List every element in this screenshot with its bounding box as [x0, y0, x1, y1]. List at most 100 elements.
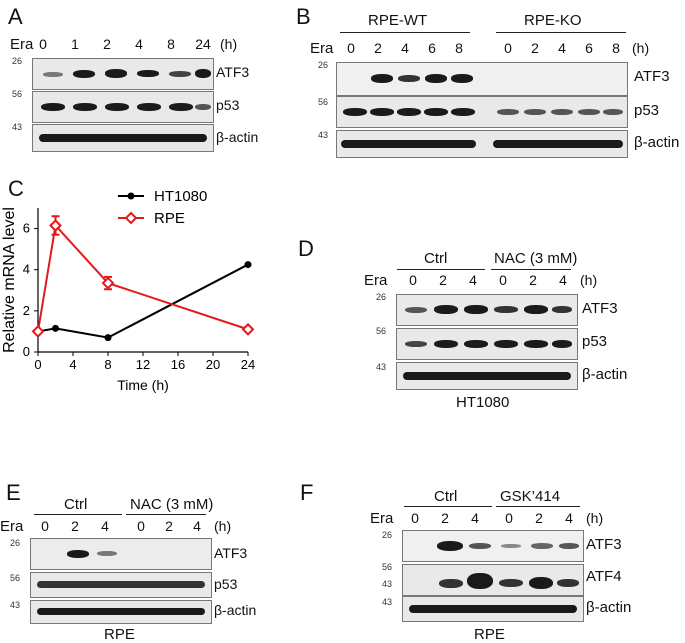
- legend-label: HT1080: [154, 190, 207, 205]
- data-point-RPE: [31, 325, 45, 338]
- lane-label: 4: [193, 518, 201, 534]
- lane-label: 8: [167, 36, 175, 52]
- lane-label: 1: [71, 36, 79, 52]
- mw-marker: 43: [382, 597, 393, 607]
- data-point-HT1080: [244, 261, 252, 269]
- lane-label: 0: [39, 36, 47, 52]
- cell-line-caption: RPE: [104, 626, 135, 643]
- blot-atf3: [32, 58, 214, 90]
- group-label: Ctrl: [424, 250, 448, 267]
- treatment-label: Era: [0, 518, 24, 535]
- lane-label: 4: [558, 40, 566, 56]
- y-tick-label: 6: [23, 221, 30, 236]
- mw-marker: 26: [10, 538, 21, 548]
- time-unit: (h): [220, 36, 238, 52]
- mw-marker: 26: [12, 56, 23, 66]
- mw-marker: 56: [12, 89, 23, 99]
- lane-label: 2: [439, 272, 447, 288]
- row-label: ATF3: [582, 300, 618, 317]
- legend-marker: [127, 192, 135, 200]
- lane-label: 2: [165, 518, 173, 534]
- row-label: ATF4: [586, 568, 622, 585]
- legend-marker: [124, 211, 138, 225]
- x-tick-label: 12: [136, 357, 150, 372]
- row-label: p53: [582, 333, 608, 350]
- group-label: RPE-KO: [524, 12, 582, 29]
- mw-marker: 43: [376, 362, 387, 372]
- row-label: p53: [634, 102, 660, 119]
- x-tick-label: 20: [206, 357, 220, 372]
- blot-p53: [336, 96, 628, 128]
- lane-label: 4: [559, 272, 567, 288]
- mw-marker: 26: [382, 530, 393, 540]
- blot-atf3: [402, 530, 584, 562]
- x-tick-label: 24: [241, 357, 255, 372]
- lane-label: 24: [195, 36, 211, 52]
- blot-p53: [30, 572, 212, 598]
- treatment-label: Era: [370, 510, 394, 527]
- x-tick-label: 16: [171, 357, 185, 372]
- mw-marker: 56: [10, 573, 21, 583]
- blot-actin: [396, 362, 578, 390]
- blot-actin: [336, 130, 628, 158]
- lane-label: 0: [504, 40, 512, 56]
- blot-p53: [32, 91, 214, 123]
- blot-actin: [402, 596, 584, 622]
- lane-label: 8: [455, 40, 463, 56]
- lane-label: 0: [41, 518, 49, 534]
- lane-label: 8: [612, 40, 620, 56]
- series-line-HT1080: [37, 263, 249, 339]
- x-axis-label: Time (h): [117, 377, 169, 393]
- treatment-label: Era: [10, 36, 34, 53]
- y-axis-label: Relative mRNA level: [1, 207, 18, 353]
- panel-letter-b: B: [296, 4, 311, 29]
- lane-label: 0: [409, 272, 417, 288]
- row-label: ATF3: [216, 64, 250, 80]
- lane-label: 4: [471, 510, 479, 526]
- group-label: Ctrl: [64, 496, 88, 513]
- lane-label: 4: [135, 36, 143, 52]
- y-tick-label: 2: [23, 303, 30, 318]
- mw-marker: 43: [318, 130, 329, 140]
- lane-label: 2: [529, 272, 537, 288]
- treatment-label: Era: [364, 272, 388, 289]
- row-label: ATF3: [634, 68, 670, 85]
- lane-label: 4: [401, 40, 409, 56]
- lane-label: 2: [531, 40, 539, 56]
- lane-label: 4: [469, 272, 477, 288]
- row-label: β-actin: [216, 129, 259, 145]
- group-label: GSK’414: [500, 488, 561, 505]
- lane-label: 6: [585, 40, 593, 56]
- row-label: β-actin: [214, 602, 257, 618]
- data-point-RPE: [241, 322, 255, 336]
- panel-letter-a: A: [8, 4, 23, 29]
- mw-marker: 43: [10, 600, 21, 610]
- group-label: NAC (3 mM): [130, 496, 214, 513]
- lane-label: 0: [137, 518, 145, 534]
- mw-marker: 56: [382, 562, 393, 572]
- blot-p53: [396, 328, 578, 360]
- row-label: β-actin: [634, 134, 680, 151]
- x-tick-label: 4: [69, 357, 76, 372]
- series-line-RPE: [37, 223, 249, 332]
- lane-label: 4: [101, 518, 109, 534]
- x-tick-label: 0: [34, 357, 41, 372]
- row-label: β-actin: [586, 599, 632, 616]
- cell-line-caption: RPE: [474, 626, 505, 643]
- group-label: Ctrl: [434, 488, 458, 505]
- panel-letter-d: D: [298, 236, 314, 261]
- blot-atf3: [336, 62, 628, 96]
- blot-actin: [32, 124, 214, 152]
- time-unit: (h): [586, 510, 604, 526]
- data-point-RPE: [49, 219, 62, 232]
- group-label: RPE-WT: [368, 12, 428, 29]
- mw-marker: 26: [318, 60, 329, 70]
- lane-label: 2: [374, 40, 382, 56]
- mw-marker: 43: [382, 579, 393, 589]
- cell-line-caption: HT1080: [456, 394, 510, 411]
- mw-marker: 56: [376, 326, 387, 336]
- mw-marker: 56: [318, 97, 329, 107]
- group-label: NAC (3 mM): [494, 250, 578, 267]
- lane-label: 6: [428, 40, 436, 56]
